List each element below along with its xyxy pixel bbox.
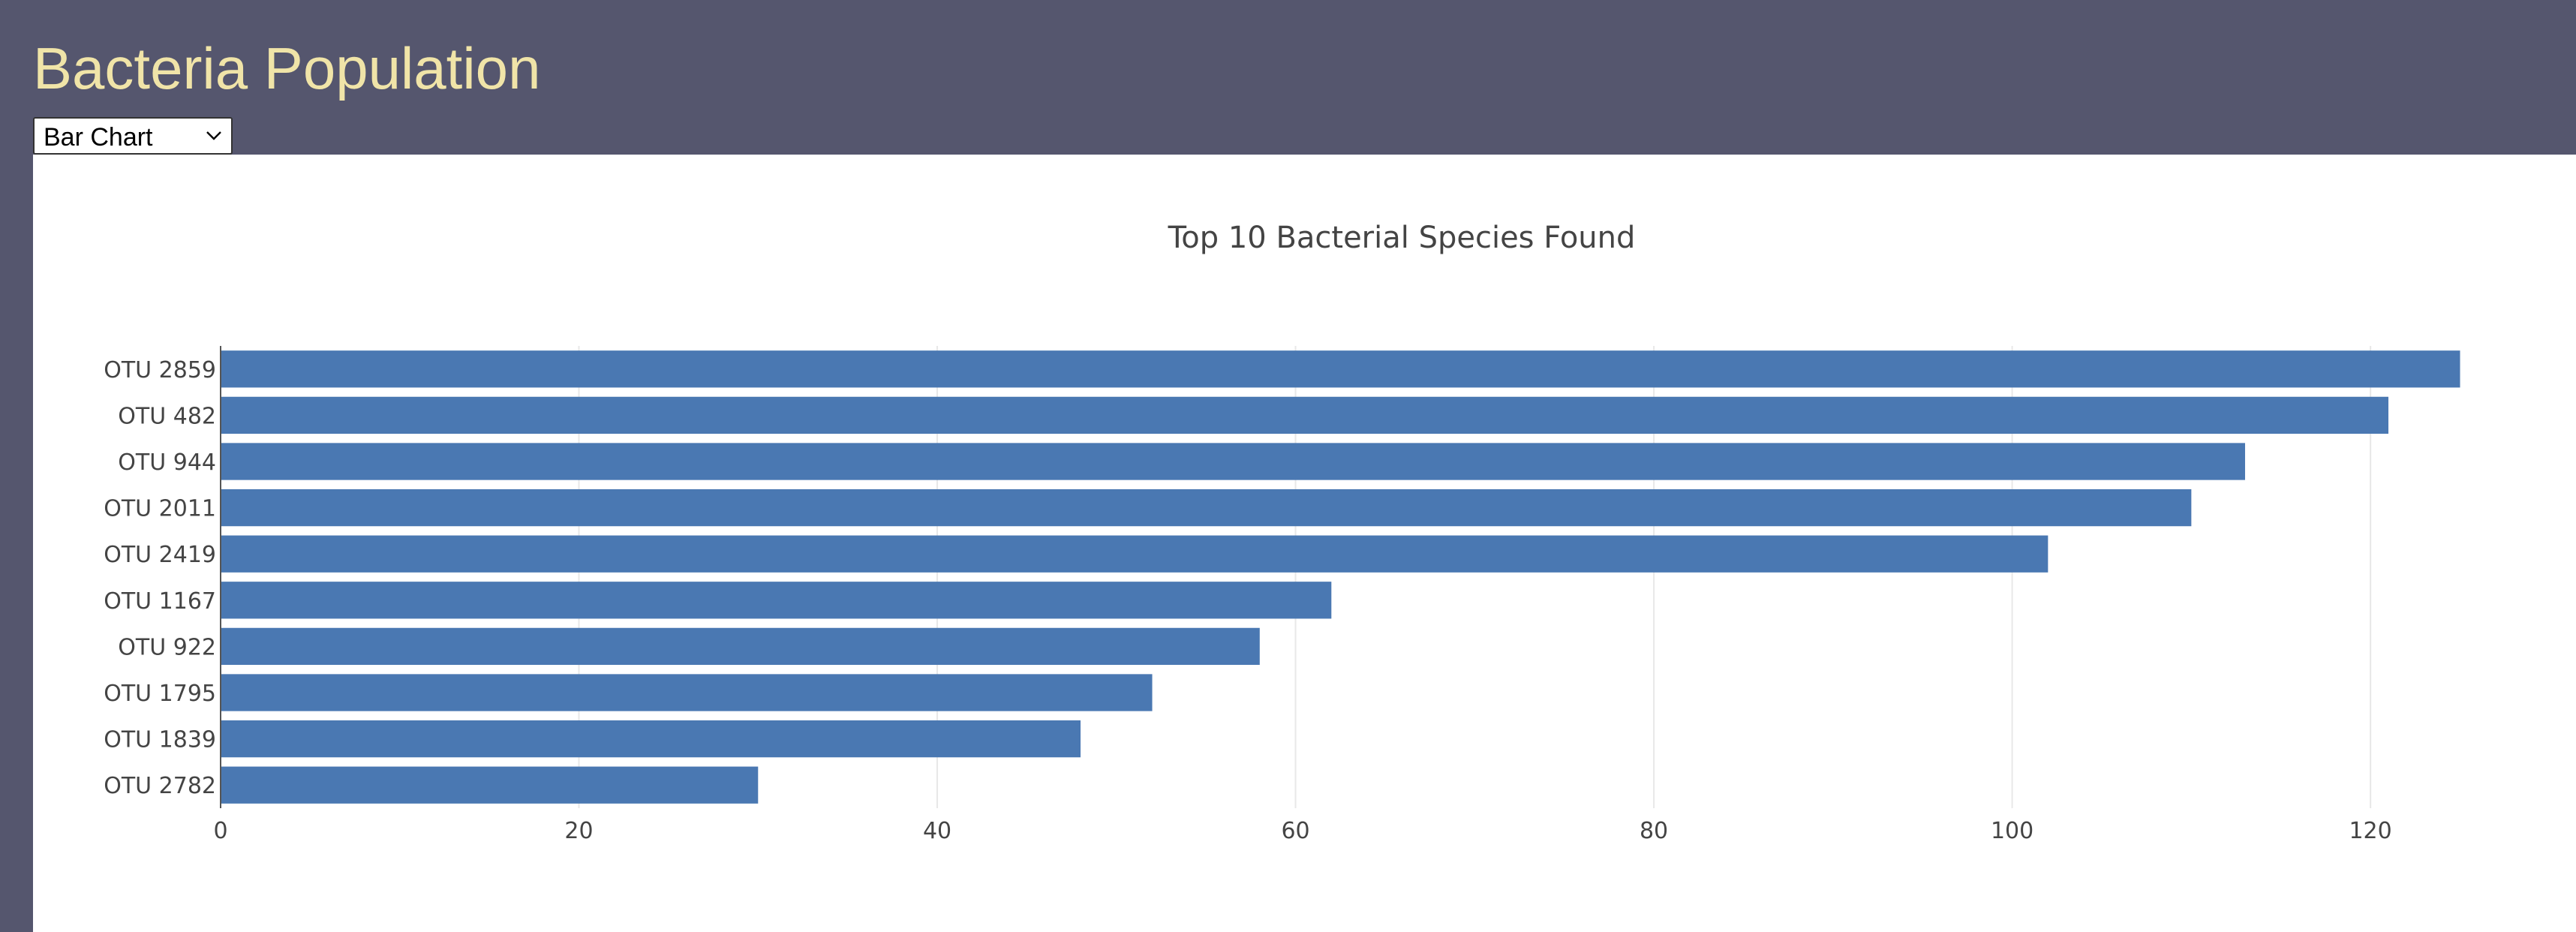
- bar: [221, 766, 759, 804]
- bar: [221, 443, 2245, 480]
- y-tick-label: OTU 1839: [104, 727, 216, 753]
- chart-type-select[interactable]: Bar Chart: [33, 117, 233, 155]
- bar: [221, 674, 1153, 711]
- y-tick-label: OTU 944: [118, 449, 216, 476]
- y-tick-label: OTU 1795: [104, 681, 216, 707]
- chevron-down-icon: [206, 131, 221, 140]
- y-tick-label: OTU 922: [118, 634, 216, 660]
- bar: [221, 720, 1081, 758]
- x-tick-label: 60: [1281, 818, 1309, 844]
- y-tick-label: OTU 2011: [104, 496, 216, 522]
- x-tick-label: 20: [564, 818, 593, 844]
- bar: [221, 627, 1260, 666]
- chart-panel: Top 10 Bacterial Species Found OTU 2859 OT…: [33, 155, 2576, 932]
- x-tick-label: 0: [213, 818, 227, 844]
- bar: [221, 582, 1332, 619]
- bar: [221, 535, 2048, 573]
- bar: [221, 489, 2192, 527]
- chart-title: Top 10 Bacterial Species Found: [1168, 221, 1636, 255]
- bar: [221, 350, 2460, 388]
- bar: [221, 396, 2388, 434]
- y-tick-label: OTU 2419: [104, 542, 216, 568]
- bar-chart: Top 10 Bacterial Species Found OTU 2859 OT…: [104, 221, 2460, 844]
- y-tick-label: OTU 2782: [104, 773, 216, 799]
- x-tick-label: 80: [1640, 818, 1668, 844]
- x-tick-label: 120: [2349, 818, 2391, 844]
- y-tick-label: OTU 1167: [104, 588, 216, 615]
- x-tick-label: 100: [1991, 818, 2033, 844]
- y-tick-label: OTU 2859: [104, 357, 216, 383]
- page-title: Bacteria Population: [33, 35, 541, 101]
- x-tick-label: 40: [923, 818, 951, 844]
- chart-type-selected-value: Bar Chart: [44, 123, 153, 152]
- y-tick-label: OTU 482: [118, 403, 216, 429]
